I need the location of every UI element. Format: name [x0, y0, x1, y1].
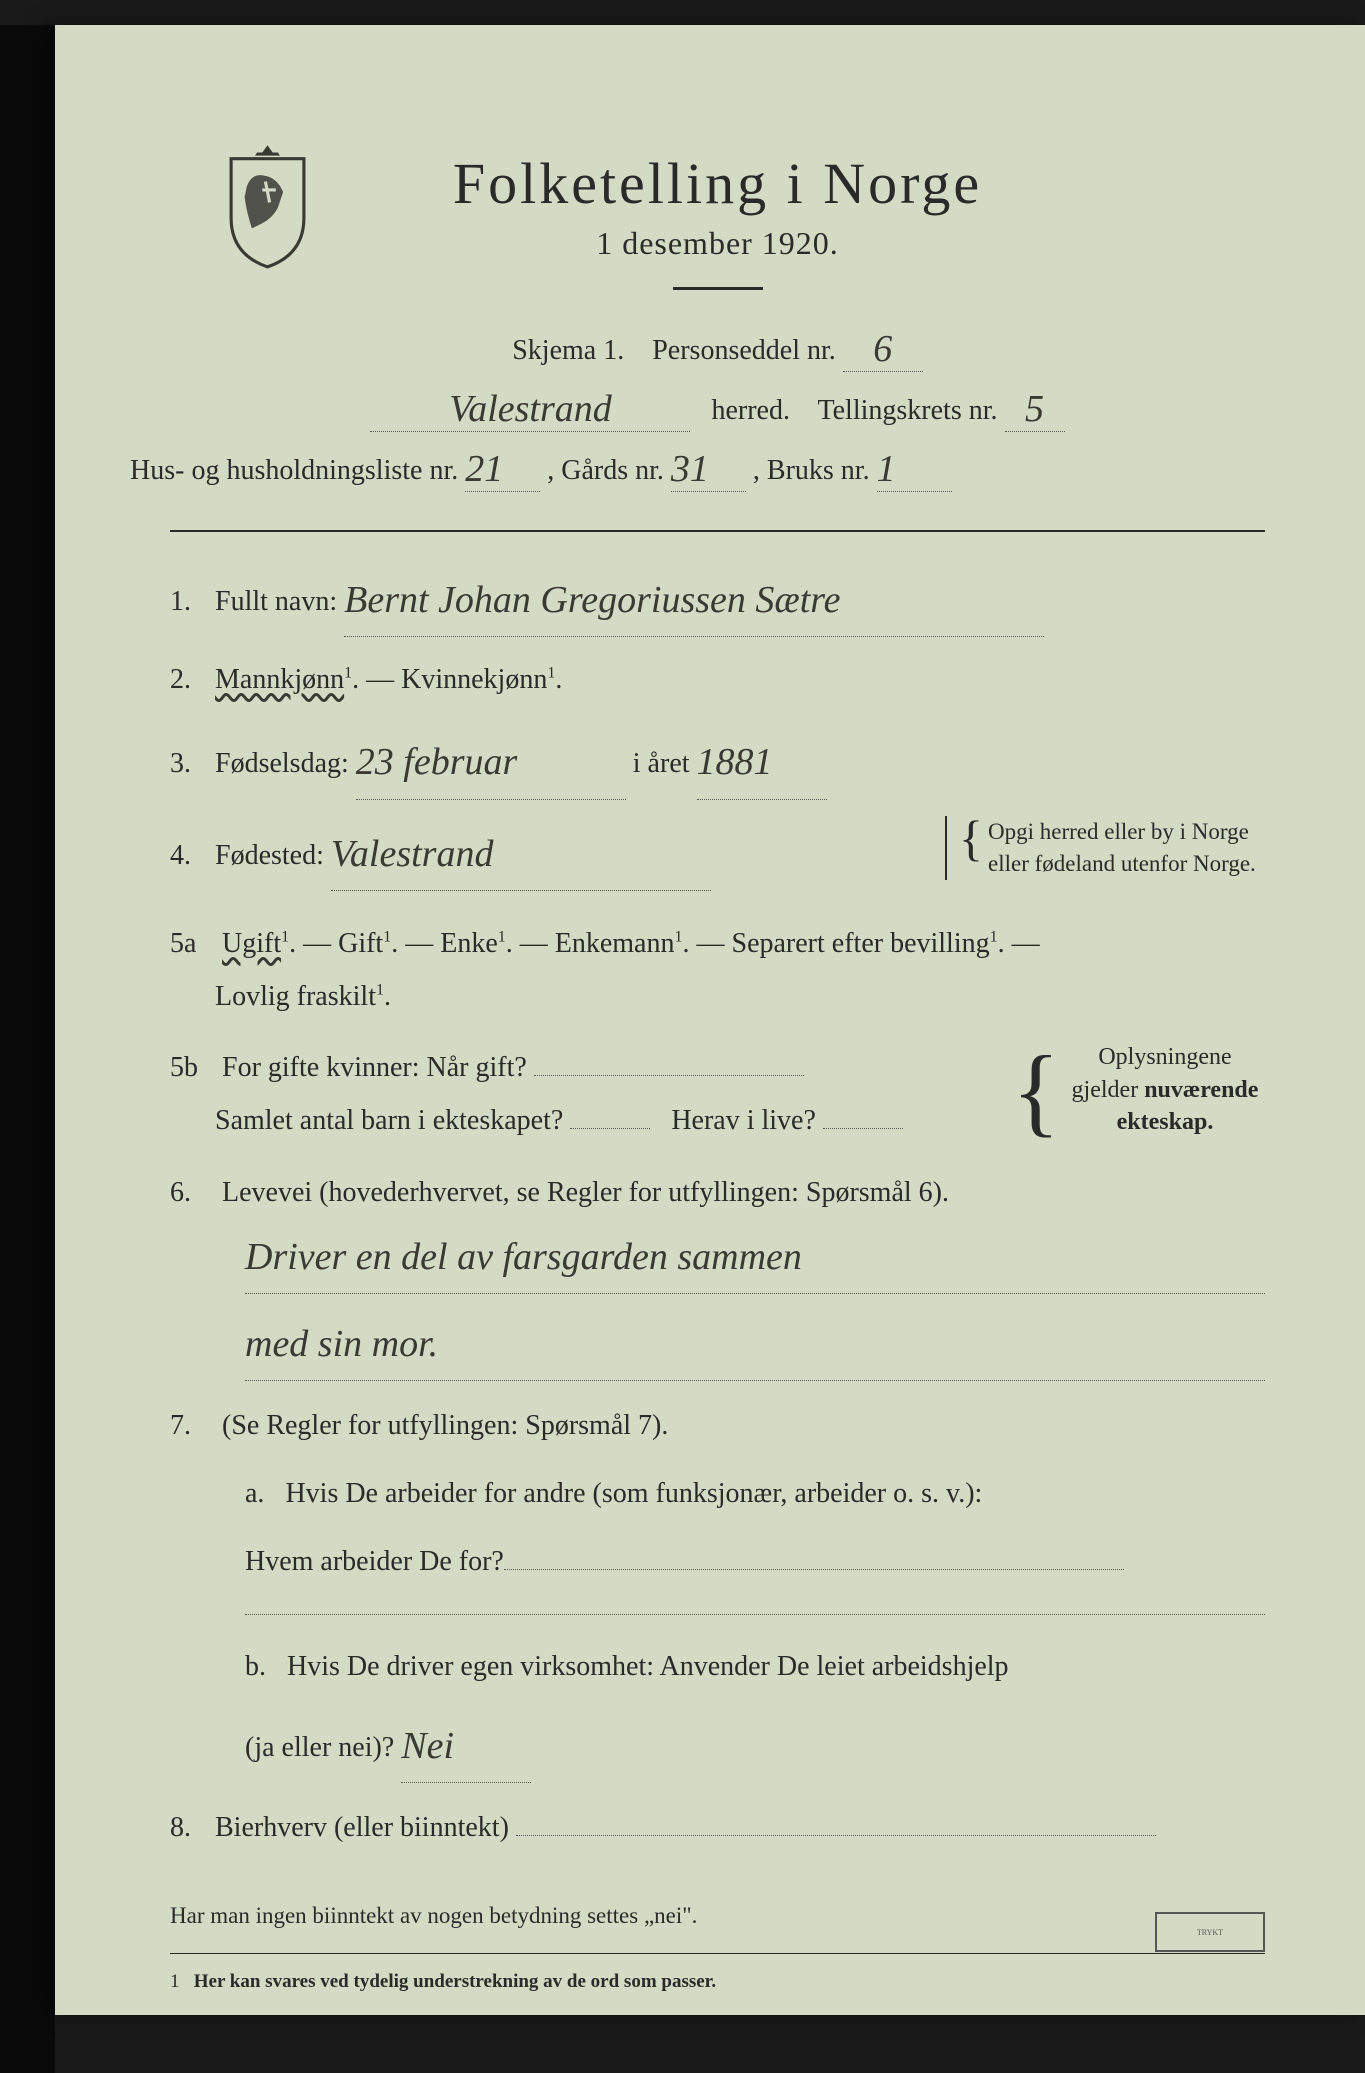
q2-option-male: Mannkjønn [215, 653, 344, 706]
norway-coat-of-arms-icon [215, 140, 320, 270]
q6-label: Levevei (hovederhvervet, se Regler for u… [222, 1177, 949, 1208]
q2-option-female: Kvinnekjønn [401, 664, 547, 695]
q7a-block: a. Hvis De arbeider for andre (som funks… [245, 1467, 1265, 1614]
skjema-row: Skjema 1. Personseddel nr. 6 [170, 325, 1265, 370]
q2-sup1: 1 [344, 665, 352, 682]
question-5a-row: 5a Ugift1. — Gift1. — Enke1. — Enkemann1… [170, 907, 1265, 1023]
scan-edge [0, 25, 55, 2073]
question-3-row: 3. Fødselsdag: 23 februar i året 1881 [170, 724, 1265, 797]
q5b-side-note: Oplysningene gjelder nuværende ekteskap. [1065, 1041, 1265, 1138]
q1-value: Bernt Johan Gregoriussen Sætre [344, 564, 1044, 637]
q7a-line2 [245, 1614, 1265, 1615]
printer-stamp: TRYKT [1155, 1912, 1265, 1952]
separator-line [170, 530, 1265, 532]
question-1-row: 1. Fullt navn: Bernt Johan Gregoriussen … [170, 562, 1265, 635]
q4-value: Valestrand [331, 818, 711, 891]
gards-value: 31 [671, 447, 746, 492]
form-header: Folketelling i Norge 1 desember 1920. Sk… [170, 150, 1265, 490]
q8-number: 8. [170, 1801, 215, 1854]
q5b-label-b: Samlet antal barn i ekteskapet? [215, 1105, 563, 1136]
q3-year-label: i året [633, 748, 697, 779]
form-title: Folketelling i Norge [170, 150, 1265, 217]
q6-number: 6. [170, 1166, 215, 1219]
bruks-label: , Bruks nr. [753, 455, 870, 486]
bruks-value: 1 [877, 447, 952, 492]
footnote: 1 Her kan svares ved tydelig understrekn… [170, 1964, 1265, 2000]
divider-line [673, 287, 763, 290]
question-4-row: 4. { Opgi herred eller by i Norge eller … [170, 816, 1265, 889]
q3-year-value: 1881 [697, 726, 827, 799]
q5a-selected: Ugift [222, 917, 281, 970]
q2-separator: — [366, 664, 401, 695]
q4-number: 4. [170, 829, 215, 882]
q7-label: (Se Regler for utfyllingen: Spørsmål 7). [222, 1410, 668, 1441]
footer-separator [170, 1953, 1265, 1954]
skjema-label: Skjema 1. [512, 335, 624, 366]
census-form-page: Folketelling i Norge 1 desember 1920. Sk… [55, 25, 1365, 2015]
q3-number: 3. [170, 737, 215, 790]
tellingskrets-value: 5 [1005, 387, 1065, 432]
q5b-note-text: Oplysningene gjelder nuværende ekteskap. [1072, 1044, 1259, 1135]
q7b-text: Hvis De driver egen virksomhet: Anvender… [287, 1651, 1009, 1682]
herred-value: Valestrand [370, 387, 690, 432]
q3-label: Fødselsdag: [215, 748, 349, 779]
form-date: 1 desember 1920. [170, 225, 1265, 262]
brace-icon: { [1012, 1051, 1060, 1131]
q6-text1: Driver en del av farsgarden sammen [245, 1221, 802, 1293]
question-2-row: 2. Mannkjønn1. — Kvinnekjønn1. [170, 653, 1265, 706]
q4-note-text: Opgi herred eller by i Norge eller fødel… [988, 819, 1256, 876]
stamp-text: TRYKT [1197, 1928, 1223, 1937]
gards-label: , Gårds nr. [547, 455, 664, 486]
footer-note: Har man ingen biinntekt av nogen betydni… [170, 1894, 1265, 1938]
q5a-number: 5a [170, 917, 215, 970]
q7-number: 7. [170, 1399, 215, 1452]
husliste-value: 21 [465, 447, 540, 492]
herred-label: herred. [711, 395, 790, 426]
husliste-label: Hus- og husholdningsliste nr. [130, 455, 458, 486]
meta-row: Hus- og husholdningsliste nr. 21 , Gårds… [130, 445, 1265, 490]
herred-row: Valestrand herred. Tellingskrets nr. 5 [170, 385, 1265, 430]
personseddel-value: 6 [843, 327, 923, 372]
q7a-num: a. [245, 1478, 264, 1509]
q7b-value: Nei [401, 1710, 531, 1783]
question-8-row: 8. Bierhverv (eller biinntekt) [170, 1801, 1265, 1854]
q6-value-line1: Driver en del av farsgarden sammen [245, 1219, 1265, 1294]
q2-sup2: 1 [547, 665, 555, 682]
q3-day-value: 23 februar [356, 726, 626, 799]
q7b-num: b. [245, 1651, 266, 1682]
footnote-text: Her kan svares ved tydelig understreknin… [194, 1971, 716, 1992]
form-body: 1. Fullt navn: Bernt Johan Gregoriussen … [170, 562, 1265, 2000]
q5b-value-b [570, 1128, 650, 1129]
q5b-number: 5b [170, 1041, 215, 1094]
q7b-block: b. Hvis De driver egen virksomhet: Anven… [245, 1640, 1265, 1781]
q2-number: 2. [170, 653, 215, 706]
q5b-value-c [823, 1128, 903, 1129]
q8-value [516, 1835, 1156, 1836]
q7a-value [504, 1569, 1124, 1570]
footnote-num: 1 [170, 1971, 180, 1992]
q1-label: Fullt navn: [215, 586, 337, 617]
q6-text2: med sin mor. [245, 1308, 438, 1380]
q5b-value-a [534, 1075, 804, 1076]
q7a-text: Hvis De arbeider for andre (som funksjon… [285, 1478, 982, 1509]
q5b-label-a: For gifte kvinner: Når gift? [222, 1052, 527, 1083]
question-7-row: 7. (Se Regler for utfyllingen: Spørsmål … [170, 1399, 1265, 1781]
q5b-label-c: Herav i live? [671, 1105, 816, 1136]
personseddel-label: Personseddel nr. [652, 335, 836, 366]
q4-side-note: { Opgi herred eller by i Norge eller fød… [945, 816, 1265, 880]
question-6-row: 6. Levevei (hovederhvervet, se Regler fo… [170, 1166, 1265, 1382]
q1-number: 1. [170, 575, 215, 628]
tellingskrets-label: Tellingskrets nr. [817, 395, 997, 426]
question-5b-row: Oplysningene gjelder nuværende ekteskap.… [170, 1041, 1265, 1147]
q6-value-line2: med sin mor. [245, 1306, 1265, 1381]
q4-label: Fødested: [215, 840, 324, 871]
q8-label: Bierhverv (eller biinntekt) [215, 1812, 509, 1843]
